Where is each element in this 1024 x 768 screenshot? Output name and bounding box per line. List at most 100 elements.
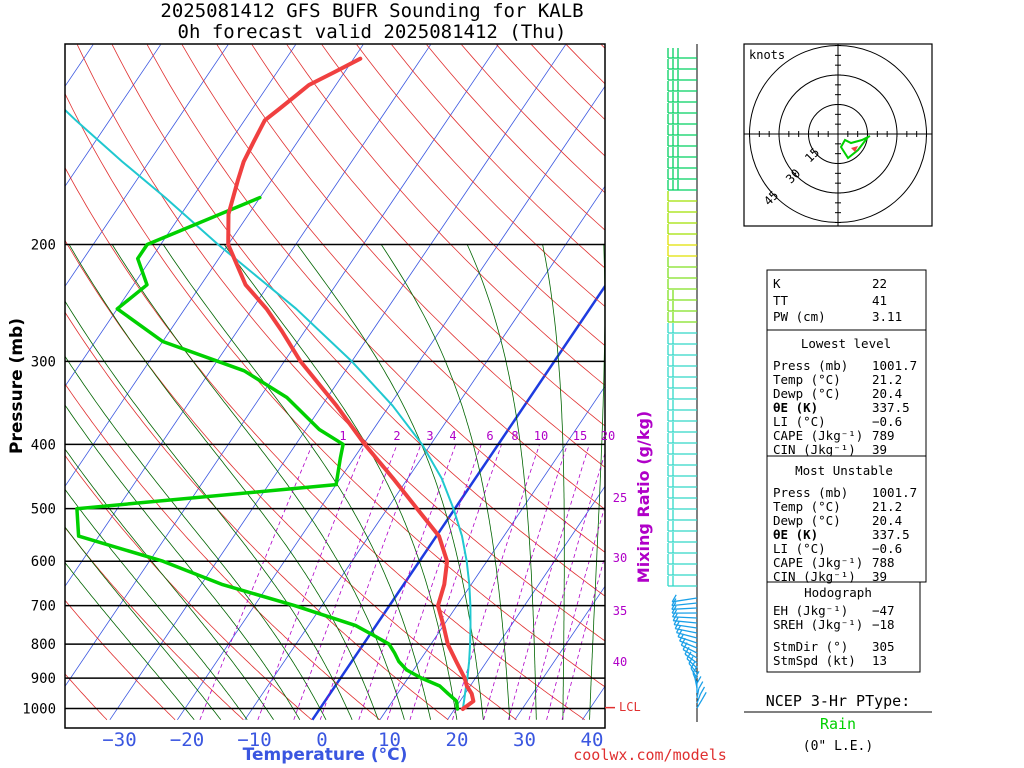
mixing-ratio-axis-title: Mixing Ratio (g/kg) [634,411,653,583]
wind-barb [688,656,698,674]
index-label: K [773,276,781,291]
hp-value: −47 [872,603,895,618]
isotherm [379,385,605,721]
storm-motion-marker [851,146,858,152]
mixing-ratio-line [319,444,422,720]
hodograph-ring-30: 30 [783,166,803,186]
mixing-ratio-label: 20 [601,429,615,443]
isotherm [65,44,431,587]
wind-barb [667,246,697,257]
dry-adiabat [65,383,381,721]
wind-barb [686,651,698,669]
dry-adiabat [391,44,605,269]
y-axis-title: Pressure (mb) [7,318,27,454]
ll-label: CAPE (Jkg⁻¹) [773,428,863,443]
ll-value: 1001.7 [872,358,917,373]
index-label: PW (cm) [773,309,826,324]
lowest-level-table: Lowest level Press (mb) 1001.7 Temp (°C)… [766,329,927,457]
lowest-level-heading: Lowest level [801,336,891,351]
mu-value: 39 [872,569,887,584]
hp-label: SREH (Jkg⁻¹) [773,617,863,632]
isotherm [717,45,1024,720]
dry-adiabat [181,44,605,510]
hp-label: EH (Jkg⁻¹) [773,603,848,618]
wind-barb [667,323,697,334]
wind-barb [680,637,698,654]
wind-barb [667,158,697,169]
wind-barb [667,455,697,466]
dry-adiabat [111,44,605,597]
wind-barb [667,433,697,444]
x-tick-label: 30 [513,729,536,751]
hp-value: 13 [872,653,887,668]
dry-adiabat [65,239,517,721]
dry-adiabat [216,44,605,468]
wind-barb [667,565,697,576]
ll-value: 21.2 [872,372,902,387]
mixing-ratio-label: 3 [426,429,433,443]
wind-barb [667,92,697,103]
y-tick-label: 1000 [22,702,56,718]
dry-adiabat [251,44,605,427]
lcl-label: LCL [619,700,641,714]
isotherm [65,44,499,687]
wind-barb [667,345,697,356]
wind-barb [667,488,697,499]
wind-barb [671,594,698,603]
mu-label: CAPE (Jkg⁻¹) [773,555,863,570]
wind-barb [667,334,697,345]
plot-frame [64,43,606,729]
mixing-ratio-label: 10 [534,429,548,443]
y-tick-labels: 200 300 400 500 600 700 800 900 1000 [22,238,56,718]
dry-adiabat [321,44,605,347]
profile-lines [65,56,476,711]
wind-barb [667,367,697,378]
hodograph-params-heading: Hodograph [804,585,872,600]
zero-isotherm [311,284,605,721]
wind-barb [667,235,697,246]
wind-barb [667,554,697,565]
hp-value: −18 [872,617,895,632]
credit-link[interactable]: coolwx.com/models [573,746,727,764]
wind-barb [671,598,698,607]
ll-value: 337.5 [872,400,910,415]
wind-barb [667,521,697,532]
wind-barb [672,613,698,624]
mixing-ratio-label: 35 [613,604,627,618]
parcel-profile [65,108,472,710]
dry-adiabat [65,599,176,721]
background-grid [65,44,1024,721]
wind-barb [667,180,697,191]
y-tick-label: 600 [31,554,56,570]
wind-barb [667,444,697,455]
wind-barbs [667,48,707,709]
x-tick-label: 20 [446,729,469,751]
mu-label: Press (mb) [773,485,848,500]
ll-label: Temp (°C) [773,372,841,387]
y-tick-label: 200 [31,238,56,254]
wind-barb [667,356,697,367]
wind-barb [667,301,697,312]
wind-barb [673,617,698,629]
wind-barb [667,125,697,136]
wind-barb [667,136,697,147]
x-tick-label: 40 [581,729,604,751]
ptype-value: Rain [820,715,856,733]
x-tick-label: −30 [102,729,136,751]
moist-adiabat [589,244,605,720]
wind-barb [667,510,697,521]
ll-label: Press (mb) [773,358,848,373]
index-value: 22 [872,276,887,291]
wind-barb [667,70,697,81]
wind-barb [667,224,697,235]
dewpoint-profile [75,195,460,711]
wind-barb [667,477,697,488]
wind-barb [667,499,697,510]
mixing-ratio-label: 6 [486,429,493,443]
hodograph-ring-15: 15 [802,145,822,165]
mu-value: 1001.7 [872,485,917,500]
moist-adiabat [65,561,195,721]
mixing-ratio-line [409,444,502,720]
ll-value: 39 [872,442,887,457]
moist-adiabat [466,244,537,720]
